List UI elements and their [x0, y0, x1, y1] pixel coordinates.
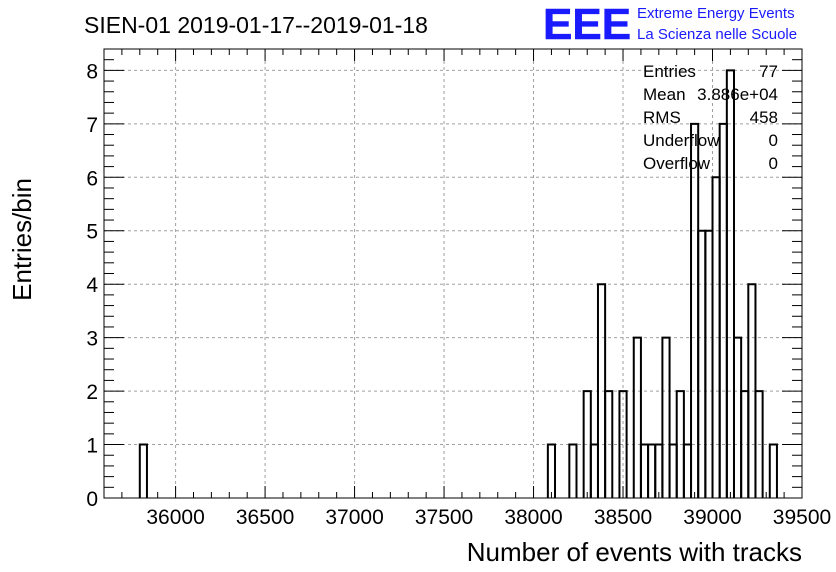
histogram-bars — [138, 69, 778, 498]
histogram-bin — [725, 69, 735, 498]
stats-value: 77 — [759, 62, 778, 81]
stats-value: 0 — [769, 154, 778, 173]
histogram-bin — [546, 443, 557, 498]
y-tick-label: 1 — [86, 435, 98, 458]
x-tick-label: 39000 — [683, 506, 741, 529]
histogram-bin — [589, 443, 599, 498]
stats-label: Underflow — [643, 131, 720, 150]
stats-label: RMS — [643, 108, 681, 127]
histogram-bin — [654, 443, 664, 498]
x-tick-label: 37000 — [325, 506, 383, 529]
histogram-bin — [732, 336, 743, 498]
y-axis-label: Entries/bin — [7, 178, 37, 301]
x-axis-label: Number of events with tracks — [467, 537, 802, 567]
histogram-bin — [754, 390, 764, 498]
eee-logo: EEE Extreme Energy Events La Scienza nel… — [543, 0, 797, 49]
stats-label: Overflow — [643, 154, 711, 173]
stats-value: 458 — [750, 108, 778, 127]
x-tick-label: 38000 — [504, 506, 562, 529]
y-tick-label: 2 — [86, 381, 98, 404]
y-tick-label: 0 — [86, 488, 98, 511]
x-tick-label: 36000 — [146, 506, 204, 529]
histogram-bin — [618, 390, 628, 498]
y-tick-label: 8 — [86, 60, 98, 83]
histogram-bin — [682, 443, 693, 498]
stats-label: Entries — [643, 62, 696, 81]
y-tick-label: 3 — [86, 328, 98, 351]
histogram-bin — [568, 443, 578, 498]
stats-value: 0 — [769, 131, 778, 150]
histogram-bin — [668, 443, 678, 498]
y-tick-label: 6 — [86, 167, 98, 190]
histogram-bin — [661, 336, 671, 498]
histogram-bin — [632, 336, 642, 498]
histogram-bin — [718, 122, 728, 498]
x-axis-ticks: 36000 36500 37000 37500 38000 38500 39000 39500 — [103, 49, 831, 529]
histogram-bin — [639, 443, 650, 498]
eee-logo-line1: Extreme Energy Events — [637, 5, 795, 22]
histogram-bin — [768, 443, 778, 498]
histogram-bin — [138, 443, 148, 498]
y-tick-label: 4 — [86, 274, 98, 297]
y-axis-ticks: 0 1 2 3 4 5 6 7 8 — [86, 48, 802, 511]
y-tick-label: 5 — [86, 221, 98, 244]
stats-label: Mean — [643, 85, 686, 104]
histogram-bin — [647, 443, 657, 498]
histogram-bin — [697, 229, 707, 498]
x-tick-label: 38500 — [594, 506, 652, 529]
grid-lines — [104, 49, 802, 498]
stats-box: Entries 77 Mean 3.886e+04 RMS 458 Underflow 0 Ov… — [643, 62, 778, 173]
histogram-bin — [604, 390, 614, 498]
eee-logo-mark: EEE — [543, 0, 631, 49]
x-tick-label: 37500 — [415, 506, 473, 529]
x-tick-label: 36500 — [236, 506, 294, 529]
histogram-bin — [690, 122, 700, 498]
eee-logo-line2: La Scienza nelle Scuole — [637, 26, 797, 43]
stats-value: 3.886e+04 — [697, 85, 778, 104]
chart-title: SIEN-01 2019-01-17--2019-01-18 — [84, 12, 428, 38]
y-tick-label: 7 — [86, 114, 98, 137]
histogram-bin — [704, 229, 714, 498]
x-tick-label: 39500 — [773, 506, 831, 529]
